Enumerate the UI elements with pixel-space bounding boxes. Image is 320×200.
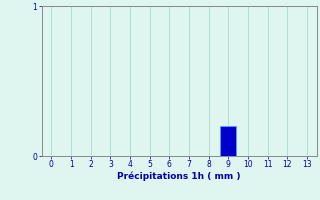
X-axis label: Précipitations 1h ( mm ): Précipitations 1h ( mm ) — [117, 172, 241, 181]
Bar — [220, 126, 236, 156]
